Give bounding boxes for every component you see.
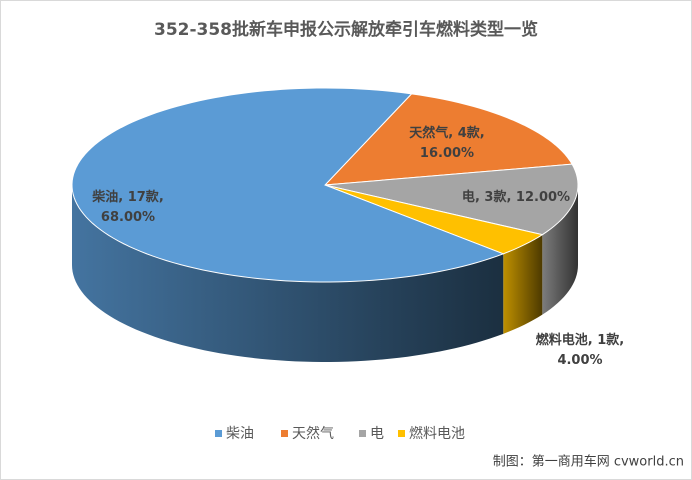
data-label: 68.00% xyxy=(101,210,155,225)
legend-label: 柴油 xyxy=(226,426,254,442)
data-label: 16.00% xyxy=(420,146,474,161)
label-percent: 68.00% xyxy=(101,210,155,225)
legend-swatch xyxy=(398,430,405,437)
label-category: 燃料电池 xyxy=(536,332,588,348)
legend-label: 天然气 xyxy=(292,425,334,442)
data-label: 柴油, 17款, xyxy=(91,189,164,205)
label-category: 电 xyxy=(462,189,475,205)
label-percent: 16.00% xyxy=(420,146,474,161)
label-value: 3款 xyxy=(484,189,507,205)
slice-side xyxy=(503,234,543,334)
label-percent: 12.00% xyxy=(516,190,570,205)
label-value: 17款 xyxy=(128,189,160,205)
data-label: 天然气, 4款, xyxy=(409,125,484,141)
label-value: 4款 xyxy=(458,125,481,141)
slice xyxy=(71,87,505,283)
legend-swatch xyxy=(281,430,288,437)
chart-title: 352-358批新车申报公示解放牵引车燃料类型一览 xyxy=(154,19,538,40)
label-value: 1款 xyxy=(597,332,620,348)
data-label: 燃料电池, 1款, xyxy=(536,332,624,348)
slice-side xyxy=(72,185,504,362)
data-label: 4.00% xyxy=(557,353,602,368)
slice xyxy=(324,163,579,236)
legend-swatch xyxy=(359,430,366,437)
legend-label: 燃料电池 xyxy=(409,425,465,442)
legend-label: 电 xyxy=(370,426,384,442)
slice xyxy=(324,184,544,255)
source: 制图：第一商用车网 cvworld.cn xyxy=(493,454,684,470)
label-category: 柴油 xyxy=(91,189,118,205)
data-label: 电, 3款, 12.00% xyxy=(462,189,570,205)
label-category: 天然气 xyxy=(409,125,448,141)
slice xyxy=(323,93,573,186)
label-percent: 4.00% xyxy=(557,353,602,368)
slice-side xyxy=(542,185,578,315)
legend-swatch xyxy=(215,430,222,437)
